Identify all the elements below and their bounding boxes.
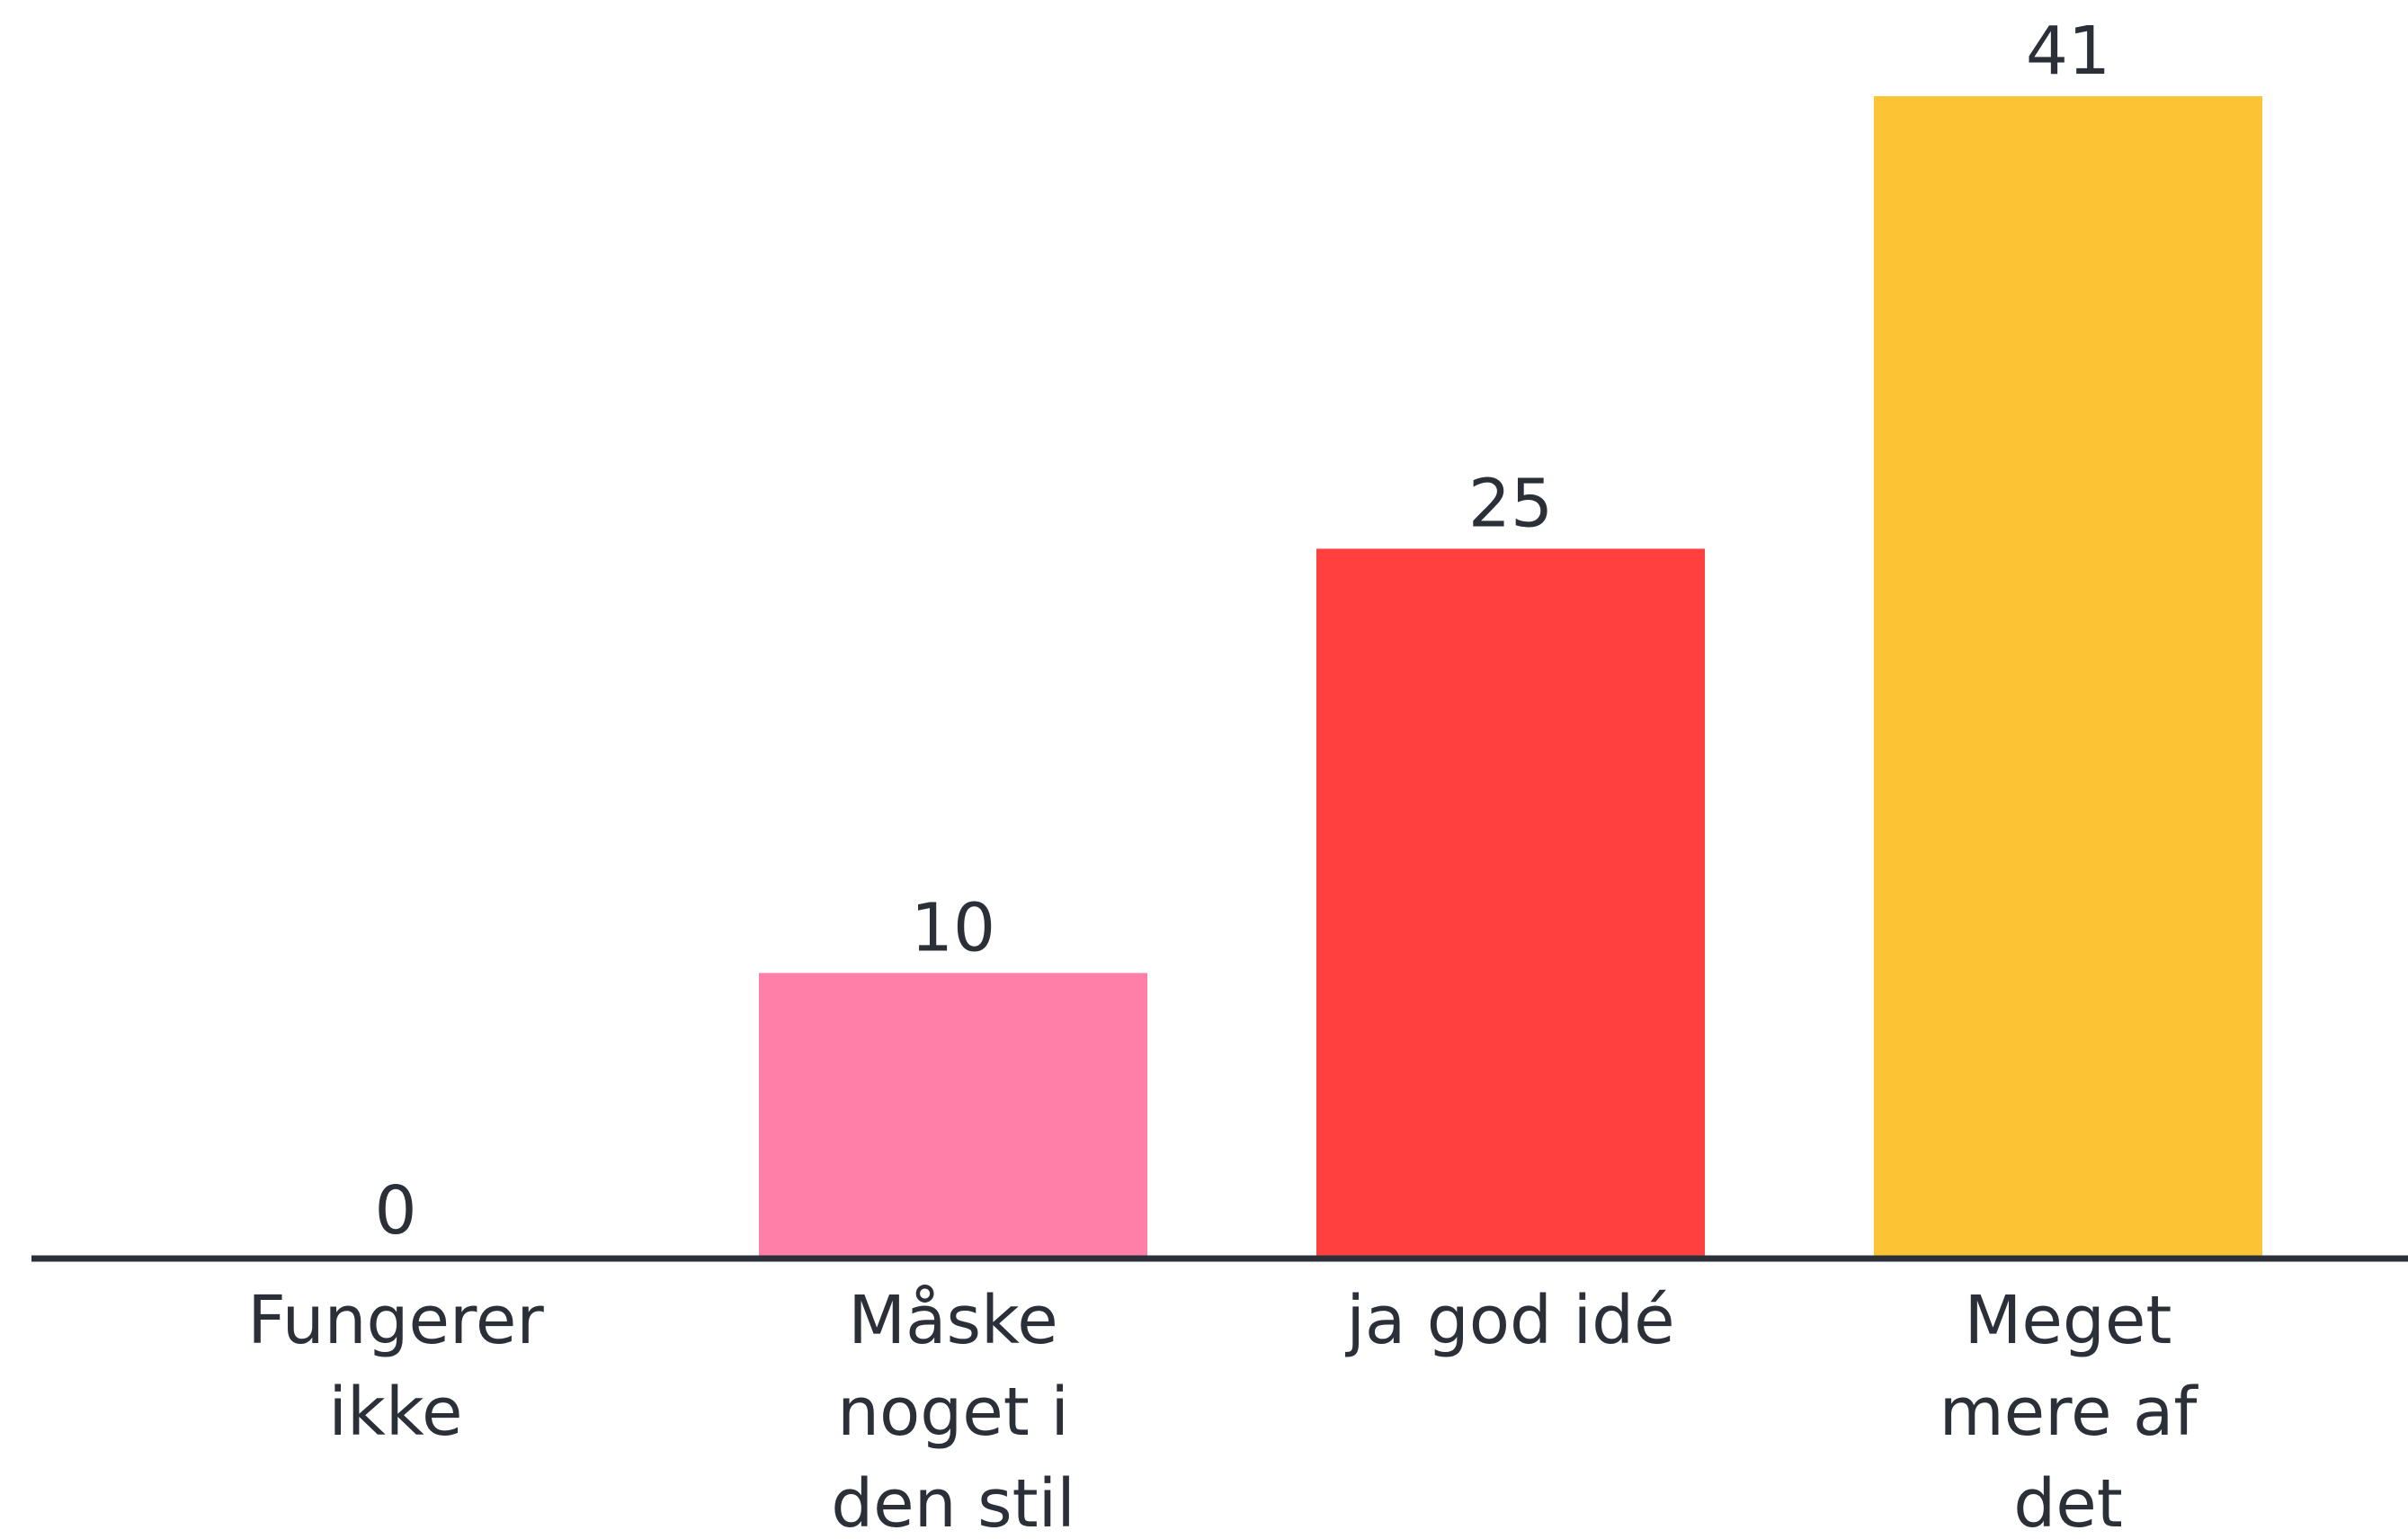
category-label-line: det bbox=[2013, 1465, 2123, 1539]
value-label-1: 0 bbox=[374, 1172, 416, 1250]
category-label-line: ja god idé bbox=[1344, 1282, 1674, 1359]
category-label-3: ja god idé bbox=[1344, 1282, 1674, 1359]
category-label-line: Fungerer bbox=[247, 1282, 544, 1359]
bar-2 bbox=[759, 973, 1147, 1256]
category-label-line: Meget bbox=[1965, 1282, 2172, 1359]
category-label-2: Måske noget i den stil bbox=[831, 1282, 1075, 1539]
value-label-3: 25 bbox=[1468, 465, 1553, 542]
bar-3 bbox=[1316, 548, 1705, 1256]
bars-group bbox=[759, 96, 2262, 1256]
value-label-4: 41 bbox=[2026, 13, 2110, 90]
category-label-line: ikke bbox=[328, 1374, 462, 1451]
category-label-1: Fungerer ikke bbox=[247, 1282, 544, 1451]
value-labels-group: 0 10 25 41 bbox=[374, 13, 2110, 1250]
category-label-line: den stil bbox=[831, 1465, 1075, 1539]
category-label-line: noget i bbox=[837, 1374, 1069, 1451]
category-label-line: Måske bbox=[848, 1282, 1058, 1359]
category-label-line: mere af bbox=[1940, 1374, 2199, 1451]
category-label-4: Meget mere af det bbox=[1940, 1282, 2199, 1539]
category-labels-group: Fungerer ikke Måske noget i den stil ja god i… bbox=[247, 1282, 2198, 1539]
value-label-2: 10 bbox=[911, 889, 995, 966]
bar-4 bbox=[1874, 96, 2262, 1256]
